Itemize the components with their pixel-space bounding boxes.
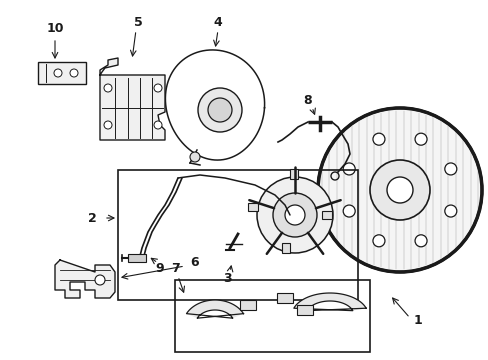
Circle shape — [343, 205, 354, 217]
Polygon shape — [293, 293, 366, 311]
Text: 1: 1 — [413, 314, 422, 327]
Text: 7: 7 — [170, 261, 179, 274]
Circle shape — [104, 121, 112, 129]
Circle shape — [386, 177, 412, 203]
Text: 3: 3 — [223, 271, 232, 284]
Circle shape — [317, 108, 481, 272]
Circle shape — [444, 205, 456, 217]
Polygon shape — [55, 260, 115, 298]
Circle shape — [95, 275, 105, 285]
Circle shape — [198, 88, 242, 132]
Text: 6: 6 — [190, 256, 199, 269]
Circle shape — [104, 84, 112, 92]
Circle shape — [285, 205, 305, 225]
Circle shape — [154, 84, 162, 92]
Bar — [247, 203, 258, 211]
Text: 8: 8 — [303, 94, 312, 107]
Text: 9: 9 — [155, 261, 164, 274]
Bar — [321, 211, 331, 219]
Bar — [282, 243, 289, 253]
Circle shape — [343, 163, 354, 175]
Text: 5: 5 — [133, 15, 142, 28]
Circle shape — [257, 177, 332, 253]
Circle shape — [54, 69, 62, 77]
Circle shape — [414, 133, 426, 145]
Circle shape — [272, 193, 316, 237]
Circle shape — [70, 69, 78, 77]
Circle shape — [444, 163, 456, 175]
Bar — [118, 170, 357, 300]
Bar — [175, 280, 369, 352]
Circle shape — [154, 121, 162, 129]
Bar — [128, 254, 146, 262]
Polygon shape — [100, 58, 164, 140]
Bar — [296, 305, 312, 315]
Text: 2: 2 — [87, 212, 96, 225]
Circle shape — [190, 152, 200, 162]
Circle shape — [369, 160, 429, 220]
Circle shape — [414, 235, 426, 247]
Bar — [240, 300, 256, 310]
Polygon shape — [186, 300, 243, 318]
Circle shape — [372, 235, 384, 247]
Bar — [38, 62, 86, 84]
Bar — [276, 293, 292, 303]
Bar — [289, 169, 297, 179]
Circle shape — [207, 98, 231, 122]
Text: 10: 10 — [46, 22, 63, 35]
Circle shape — [372, 133, 384, 145]
Text: 4: 4 — [213, 15, 222, 28]
